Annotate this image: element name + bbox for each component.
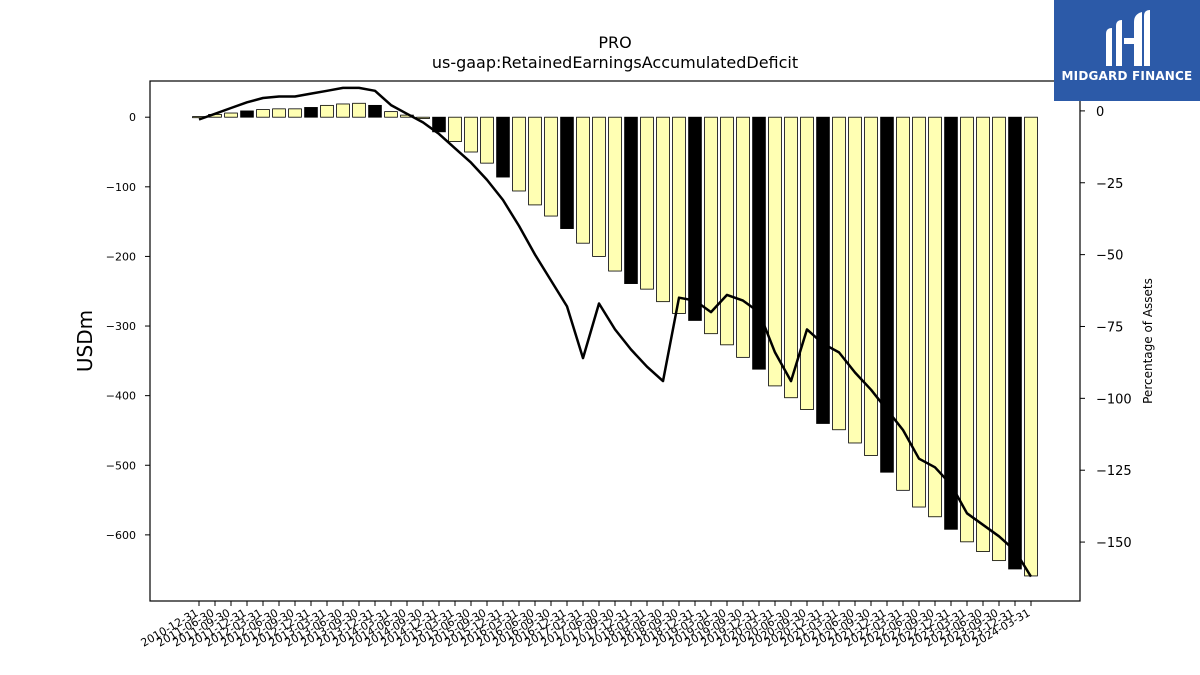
- bar-2016-09-30: [544, 116, 558, 217]
- bar-2023-06-30: [976, 116, 990, 552]
- bar-2023-12-31: [1008, 116, 1022, 570]
- bar-2022-12-31: [944, 116, 958, 530]
- bar-2013-03-31: [320, 104, 334, 118]
- bar-2021-03-31: [832, 116, 846, 431]
- y-tick-label: −500: [106, 459, 136, 472]
- chart-title: PRO: [598, 33, 631, 52]
- bar-2017-06-30: [592, 116, 606, 257]
- bar-2018-09-30: [672, 116, 686, 314]
- y2-tick-label: −75: [1096, 320, 1123, 335]
- bar-2022-09-30: [928, 116, 942, 518]
- midgard-finance-logo-icon: [1106, 10, 1150, 66]
- bar-2011-12-31: [240, 110, 254, 118]
- bar-2023-09-30: [992, 116, 1006, 562]
- y-tick-label: −300: [106, 320, 136, 333]
- bar-2017-03-31: [576, 116, 590, 244]
- bar-series: [192, 102, 1038, 577]
- bar-2016-03-31: [512, 116, 526, 192]
- y-axis-left: 0 −100 −200 −300 −400 −500 −600: [106, 111, 150, 542]
- bar-2015-06-30: [464, 116, 478, 153]
- bar-2019-06-30: [720, 116, 734, 346]
- bar-2019-12-31: [752, 116, 766, 370]
- bar-2014-12-31: [432, 116, 446, 133]
- bar-2020-06-30: [784, 116, 798, 399]
- bar-2016-12-31: [560, 116, 574, 229]
- bar-2013-09-30: [352, 102, 366, 118]
- bar-2021-09-30: [864, 116, 878, 456]
- bar-2022-06-30: [912, 116, 926, 508]
- y2-tick-label: −125: [1096, 464, 1132, 479]
- bar-2015-03-31: [448, 116, 462, 142]
- y-tick-label: −400: [106, 390, 136, 403]
- x-axis: 2010-12-312011-06-302011-09-302011-12-31…: [139, 601, 1033, 650]
- bar-2019-03-31: [704, 116, 718, 335]
- bar-2014-03-31: [384, 111, 398, 118]
- y2-axis-label: Percentage of Assets: [1141, 278, 1155, 404]
- bar-2013-06-30: [336, 103, 350, 118]
- bar-2018-03-31: [640, 116, 654, 290]
- bar-2022-03-31: [896, 116, 910, 491]
- bar-2019-09-30: [736, 116, 750, 358]
- y-tick-label: −100: [106, 181, 136, 194]
- y-tick-label: −200: [106, 250, 136, 263]
- bar-2024-03-31: [1024, 116, 1038, 577]
- bar-2021-06-30: [848, 116, 862, 444]
- y-tick-label: 0: [129, 111, 136, 124]
- chart-subtitle: us-gaap:RetainedEarningsAccumulatedDefic…: [432, 53, 798, 72]
- bar-2013-12-31: [368, 104, 382, 118]
- brand-logo: MIDGARD FINANCE: [1054, 0, 1200, 101]
- bar-2020-09-30: [800, 116, 814, 410]
- bar-2020-12-31: [816, 116, 830, 424]
- bar-2012-03-31: [256, 109, 270, 118]
- y-axis-right: 0 −25 −50 −75 −100 −125 −150: [1080, 105, 1132, 551]
- bar-2021-12-31: [880, 116, 894, 473]
- bar-2017-09-30: [608, 116, 622, 272]
- bar-2023-03-31: [960, 116, 974, 543]
- bar-2015-09-30: [480, 116, 494, 164]
- y2-tick-label: 0: [1096, 105, 1104, 120]
- bar-2018-12-31: [688, 116, 702, 321]
- y-axis-label: USDm: [73, 310, 97, 372]
- bar-2012-09-30: [288, 108, 302, 118]
- y-tick-label: −600: [106, 529, 136, 542]
- y2-tick-label: −50: [1096, 249, 1123, 264]
- bar-2014-09-30: [416, 116, 430, 119]
- bar-2012-06-30: [272, 108, 286, 118]
- y2-tick-label: −100: [1096, 392, 1132, 407]
- bar-2018-06-30: [656, 116, 670, 303]
- asset-percentage-line: [198, 86, 1033, 578]
- y2-tick-label: −150: [1096, 536, 1132, 551]
- bar-2015-12-31: [496, 116, 510, 178]
- bar-2016-06-30: [528, 116, 542, 206]
- line-series: [198, 86, 1033, 578]
- bar-2017-12-31: [624, 116, 638, 284]
- y2-tick-label: −25: [1096, 177, 1123, 192]
- bar-2012-12-31: [304, 107, 318, 118]
- logo-text: MIDGARD FINANCE: [1061, 69, 1193, 83]
- bar-2020-03-31: [768, 116, 782, 387]
- bar-2011-09-30: [224, 112, 238, 118]
